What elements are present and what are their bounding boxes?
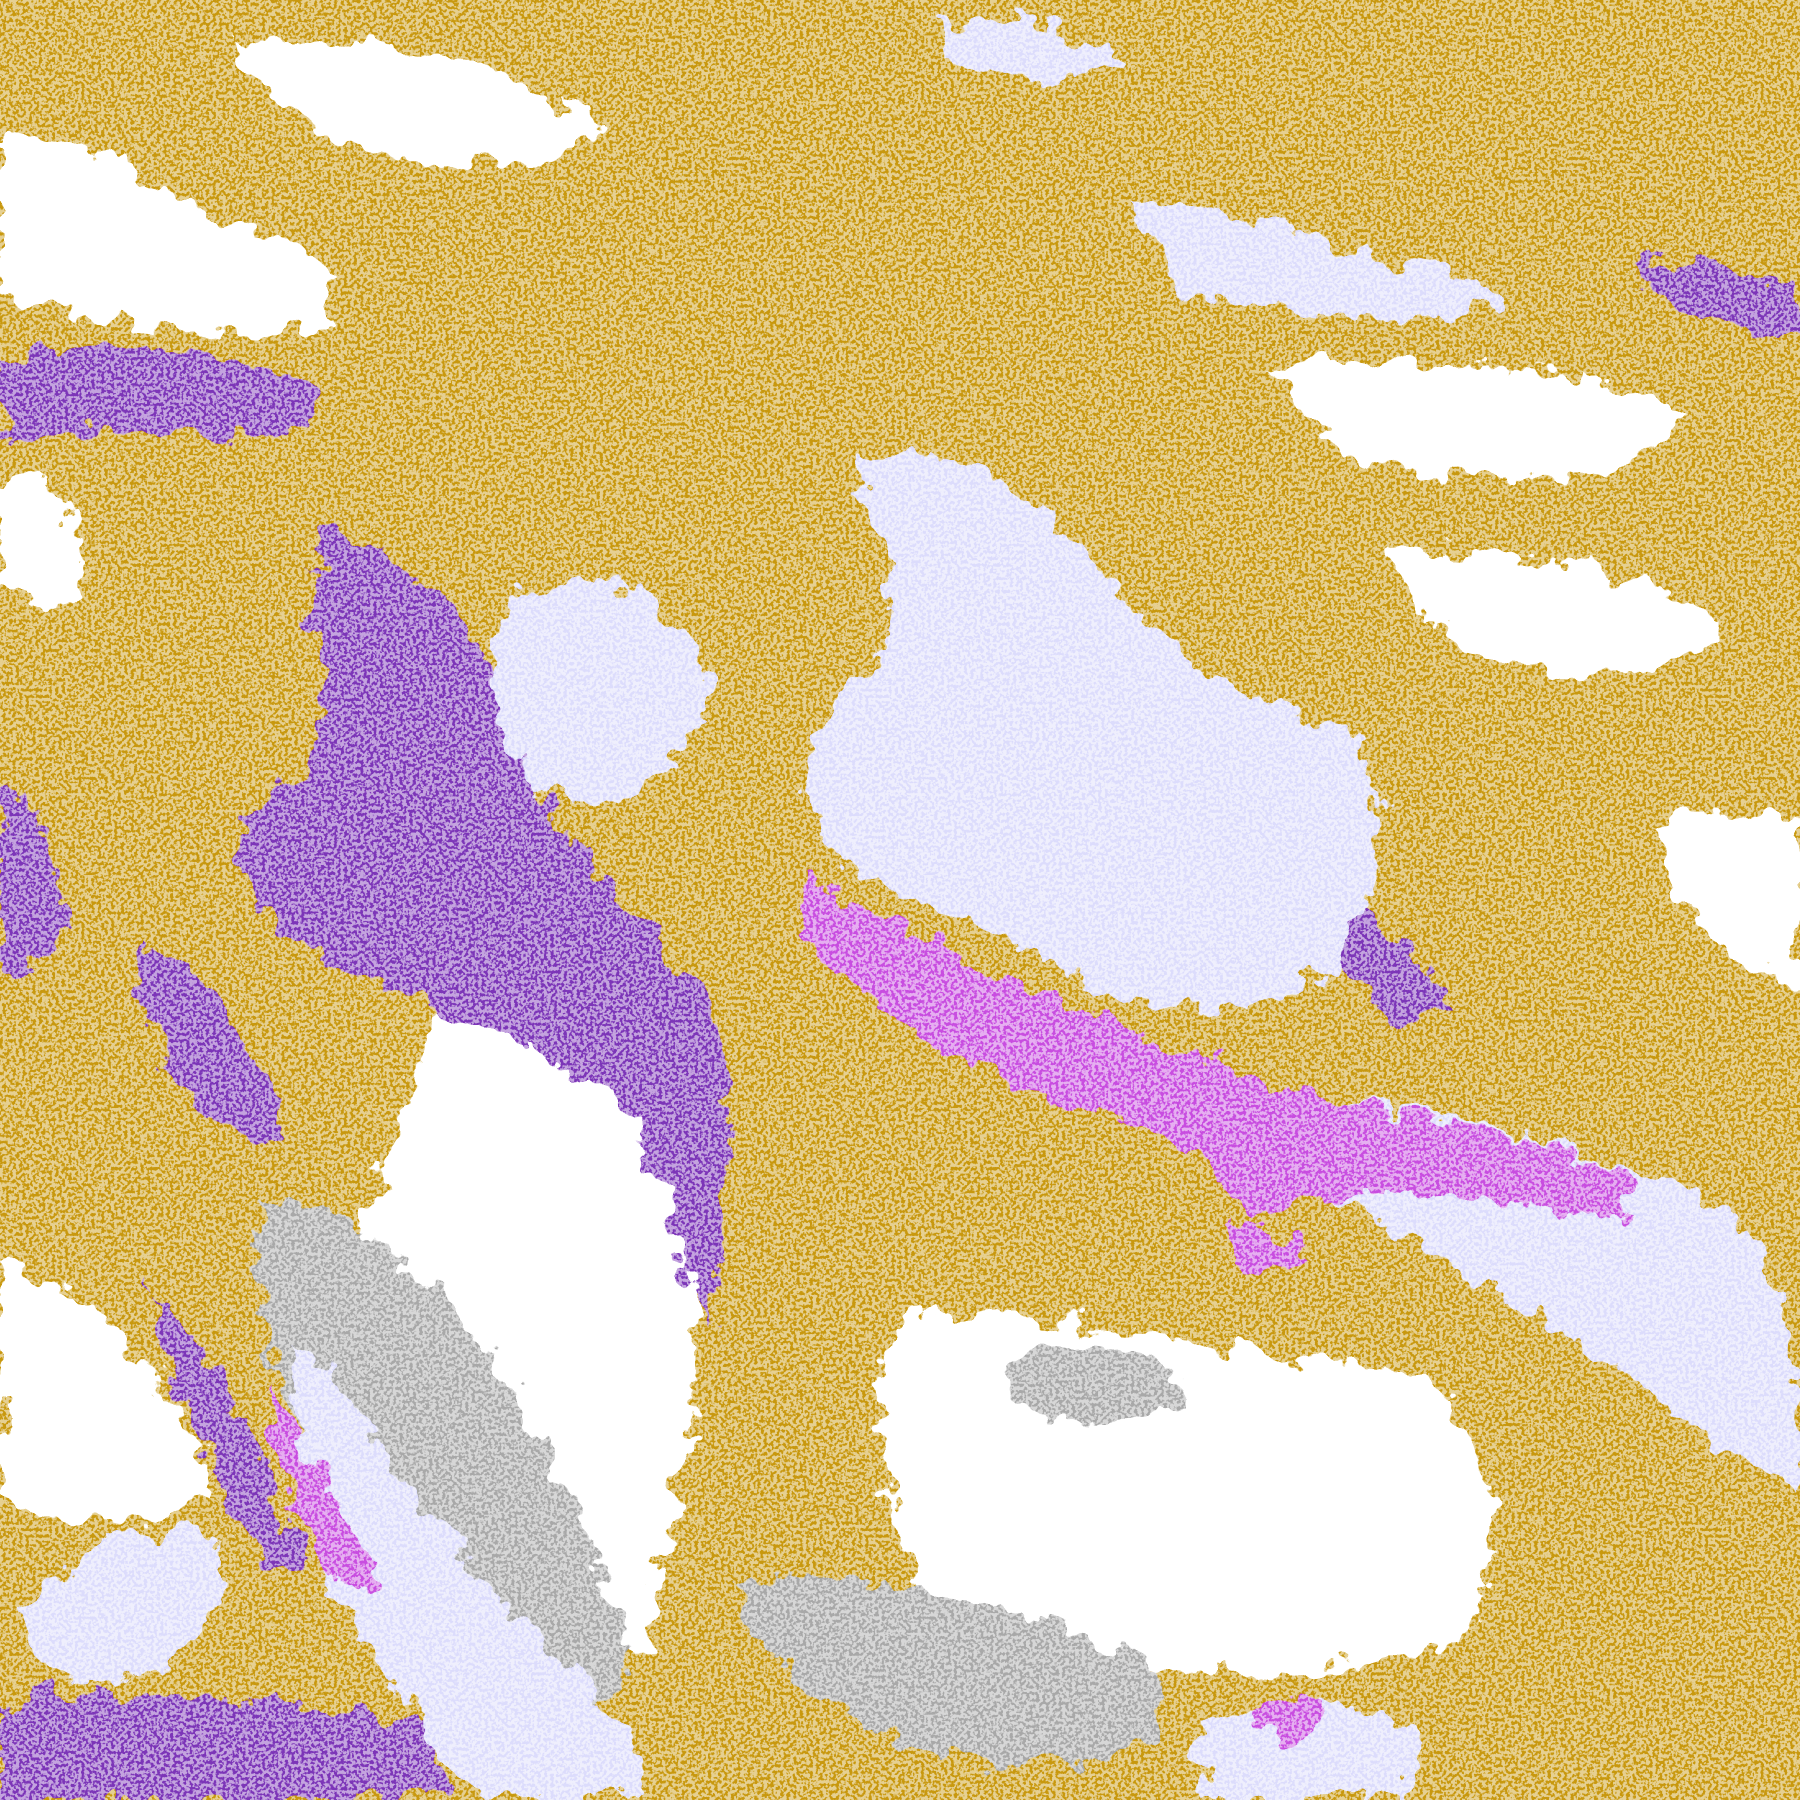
speckle-texture [0, 0, 1800, 1800]
page-body [0, 0, 1800, 1800]
satellite-map [0, 0, 1800, 1800]
page: Cloud classification map {} html, body {… [0, 0, 1800, 1800]
